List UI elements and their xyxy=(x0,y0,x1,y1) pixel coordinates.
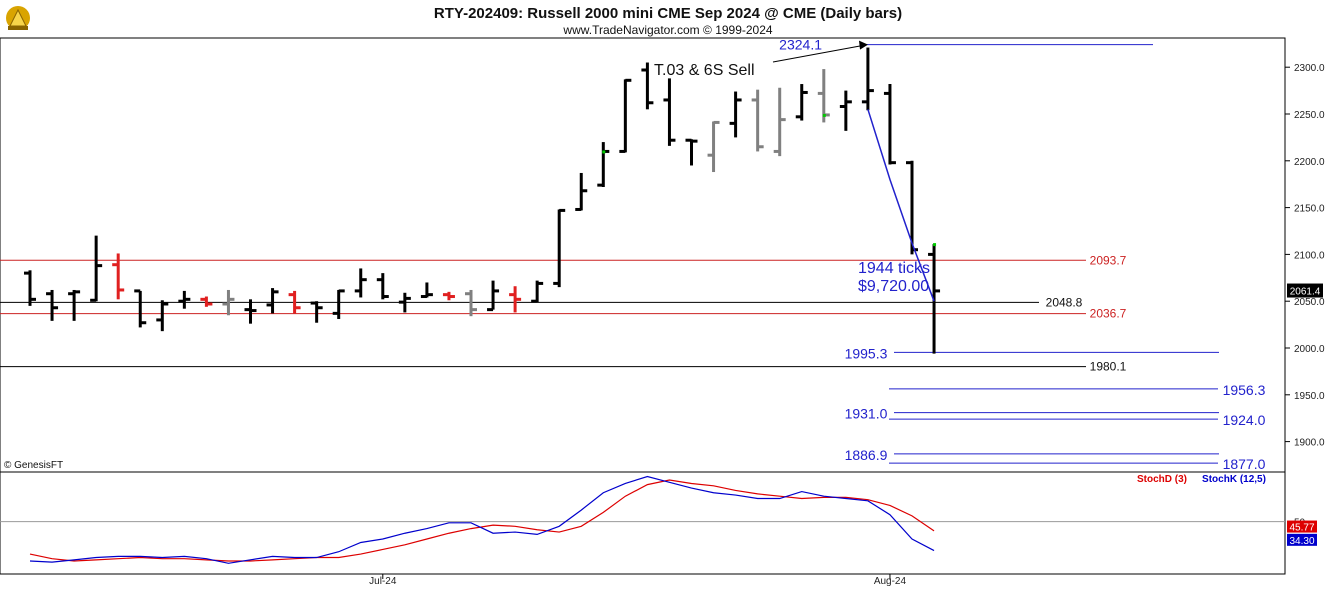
y-tick-label: 2300.0 xyxy=(1294,63,1325,74)
ohlc-bar xyxy=(178,290,191,309)
signal-arrow-line xyxy=(772,45,863,63)
ohlc-bar xyxy=(134,289,147,328)
x-tick-label: Jul-24 xyxy=(369,576,397,587)
ohlc-bar xyxy=(24,270,36,306)
ohlc-bar xyxy=(398,292,411,313)
ohlc-bar xyxy=(310,301,323,323)
price-levels: 2324.1 2093.7 2048.8 2036.7 1995.3 1980.1 1956… xyxy=(0,37,1266,472)
signal-dot xyxy=(933,243,937,247)
stochK-value-tag xyxy=(1287,533,1317,546)
stochD-value: 45.77 xyxy=(1289,523,1314,534)
ohlc-bar xyxy=(156,300,169,332)
x-tick-label: Aug-24 xyxy=(874,576,907,587)
ohlc-bar xyxy=(641,62,654,110)
ohlc-bar xyxy=(200,296,213,307)
level-label: 2036.7 xyxy=(1090,307,1127,321)
ticks-label: 1944 ticks xyxy=(858,260,930,277)
y-tick-label: 2150.0 xyxy=(1294,204,1325,215)
ohlc-bar xyxy=(420,282,433,299)
ohlc-bar xyxy=(928,243,941,354)
level-label: 1995.3 xyxy=(845,345,888,361)
level-label: 1886.9 xyxy=(845,447,888,463)
ohlc-bar xyxy=(288,290,301,314)
y-tick-label: 1950.0 xyxy=(1294,391,1325,402)
ohlc-bar xyxy=(244,299,257,324)
ohlc-bar xyxy=(795,84,808,121)
stochK-value: 34.30 xyxy=(1289,536,1314,547)
ohlc-bar xyxy=(509,286,522,313)
ohlc-bar xyxy=(597,142,610,188)
ohlc-bar xyxy=(442,291,455,301)
y-tick-label: 2200.0 xyxy=(1294,157,1325,168)
y-axis: 1900.0 1950.0 2000.0 2050.0 2100.0 2150.0 2200… xyxy=(1285,63,1325,449)
copyright-label: © GenesisFT xyxy=(4,460,63,471)
ohlc-bar xyxy=(883,84,896,165)
dollars-label: $9,720.00 xyxy=(858,278,929,295)
ohlc-bar xyxy=(487,280,500,312)
stochD-value-tag xyxy=(1287,520,1317,533)
level-label: 1956.3 xyxy=(1223,382,1266,398)
tradenavigator-logo xyxy=(6,6,30,30)
y-tick-label: 2050.0 xyxy=(1294,297,1325,308)
ohlc-bar xyxy=(685,138,698,166)
last-price-tag xyxy=(1287,283,1323,298)
level-label: 2093.7 xyxy=(1090,253,1127,267)
ohlc-bar xyxy=(861,47,874,111)
stochK-legend: StochK (12,5) xyxy=(1202,474,1266,485)
ohlc-bar xyxy=(839,90,852,131)
signal-dot xyxy=(602,150,606,154)
stochD-legend: StochD (3) xyxy=(1137,474,1187,485)
chart-title: RTY-202409: Russell 2000 mini CME Sep 20… xyxy=(434,5,902,22)
ohlc-bar xyxy=(68,289,81,321)
ohlc-bar xyxy=(354,268,367,298)
ohlc-bar xyxy=(46,289,59,321)
ohlc-bar xyxy=(222,289,235,316)
stochD-line xyxy=(29,479,935,562)
y-tick-label: 2100.0 xyxy=(1294,250,1325,261)
y-tick-label: 1900.0 xyxy=(1294,438,1325,449)
chart-subtitle: www.TradeNavigator.com © 1999-2024 xyxy=(562,23,772,37)
ohlc-bar xyxy=(575,172,588,211)
trend-line xyxy=(867,109,935,302)
ohlc-bar xyxy=(729,91,742,138)
ohlc-bar xyxy=(553,208,566,288)
ohlc-bar xyxy=(376,273,389,300)
level-label: 1877.0 xyxy=(1223,456,1266,472)
ohlc-bar xyxy=(751,89,764,152)
ohlc-bar xyxy=(112,253,125,300)
signal-label: T.03 & 6S Sell xyxy=(654,62,755,79)
x-axis: Jul-24 Aug-24 xyxy=(369,574,907,587)
signal-arrowhead xyxy=(859,40,868,50)
ohlc-bars xyxy=(24,47,941,354)
ohlc-bar xyxy=(663,78,676,146)
level-label: 1931.0 xyxy=(845,406,888,422)
ohlc-bar xyxy=(465,289,477,317)
last-price-value: 2061.4 xyxy=(1290,287,1321,298)
ohlc-bar xyxy=(266,288,279,314)
ohlc-bar xyxy=(773,87,786,157)
stochK-line xyxy=(29,475,935,564)
ohlc-bar xyxy=(332,289,345,319)
level-label: 1980.1 xyxy=(1090,360,1127,374)
level-label: 2048.8 xyxy=(1046,295,1083,309)
level-label: 2324.1 xyxy=(779,37,822,53)
annotations: T.03 & 6S Sell 1944 ticks$9,720.00 2061.4 xyxy=(654,40,1323,302)
ohlc-bar xyxy=(817,69,830,123)
ohlc-bar xyxy=(90,235,103,302)
y-tick-label: 2250.0 xyxy=(1294,110,1325,121)
signal-dot xyxy=(822,113,826,117)
y-tick-label: 2000.0 xyxy=(1294,344,1325,355)
ohlc-bar xyxy=(707,120,720,173)
ohlc-bar xyxy=(531,280,544,303)
level-label: 1924.0 xyxy=(1223,412,1266,428)
ohlc-bar xyxy=(619,78,632,153)
